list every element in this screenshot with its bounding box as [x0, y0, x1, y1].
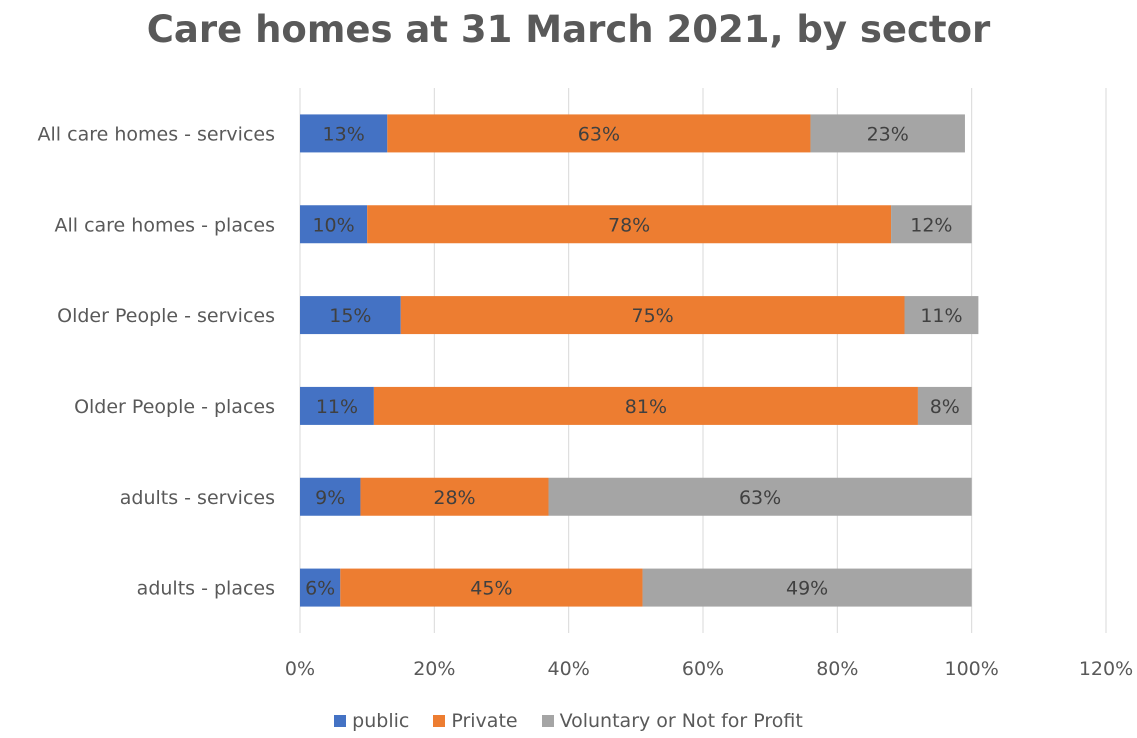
bar-segment [300, 568, 341, 607]
legend-label: public [352, 710, 410, 732]
bar-segment [400, 296, 905, 335]
bar-segment [387, 114, 811, 153]
x-tick-label: 80% [816, 658, 858, 680]
data-label: 6% [305, 578, 335, 600]
data-label: 49% [786, 578, 828, 600]
data-label: 11% [920, 305, 962, 327]
category-label: adults - services [120, 487, 275, 509]
x-tick-label: 20% [413, 658, 455, 680]
stacked-bar-chart: 13% 63% 23% 10% 78% 12% 15% 75% 11% 11% 81% 8% 9% 28%… [38, 88, 1133, 680]
data-label: 8% [930, 396, 960, 418]
bar-segment [300, 296, 401, 335]
data-label: 63% [739, 487, 781, 509]
legend-label: Voluntary or Not for Profit [559, 710, 803, 732]
data-label: 28% [433, 487, 475, 509]
bar-segment [373, 386, 918, 425]
bar-segment [891, 205, 972, 244]
bar-segment [300, 205, 368, 244]
bars: 13% 63% 23% 10% 78% 12% 15% 75% 11% 11% 81% 8% 9% 28%… [300, 114, 979, 607]
legend-item: Private [433, 710, 518, 732]
bar-segment [548, 477, 972, 516]
x-axis-tick-labels: 0% 20% 40% 60% 80% 100% 120% [285, 658, 1133, 680]
chart-title: Care homes at 31 March 2021, by sector [146, 8, 991, 51]
data-label: 11% [316, 396, 358, 418]
bar-segment [642, 568, 972, 607]
data-label: 13% [323, 123, 365, 145]
bar-segment [917, 386, 972, 425]
x-tick-label: 120% [1079, 658, 1133, 680]
legend-item: Voluntary or Not for Profit [541, 710, 803, 732]
legend: public Private Voluntary or Not for Profit [0, 710, 1137, 732]
data-label: 10% [312, 214, 354, 236]
x-tick-label: 100% [945, 658, 999, 680]
category-label: All care homes - places [54, 214, 275, 236]
legend-swatch [433, 715, 446, 727]
x-tick-label: 0% [285, 658, 315, 680]
legend-label: Private [451, 710, 518, 732]
legend-item: public [334, 710, 409, 732]
category-label: Older People - places [74, 396, 275, 418]
bar-segment [340, 568, 643, 607]
bar-segment [810, 114, 965, 153]
category-label: All care homes - services [38, 123, 275, 145]
x-tick-label: 60% [682, 658, 724, 680]
category-label: Older People - services [57, 305, 275, 327]
data-label: 12% [910, 214, 952, 236]
data-label: 45% [470, 578, 512, 600]
x-tick-label: 40% [548, 658, 590, 680]
bar-segment [367, 205, 892, 244]
gridlines [299, 88, 1107, 633]
category-labels: All care homes - services All care homes … [38, 123, 275, 599]
bar-segment [904, 296, 979, 335]
data-label: 63% [578, 123, 620, 145]
bar-segment [300, 114, 388, 153]
data-label: 9% [315, 487, 345, 509]
category-label: adults - places [137, 578, 275, 600]
data-label: 75% [632, 305, 674, 327]
data-label: 78% [608, 214, 650, 236]
bar-segment [360, 477, 549, 516]
bar-segment [300, 477, 361, 516]
legend-swatch [541, 715, 554, 727]
data-label: 81% [625, 396, 667, 418]
data-label: 23% [867, 123, 909, 145]
legend-swatch [334, 715, 347, 727]
bar-segment [300, 386, 374, 425]
data-label: 15% [329, 305, 371, 327]
